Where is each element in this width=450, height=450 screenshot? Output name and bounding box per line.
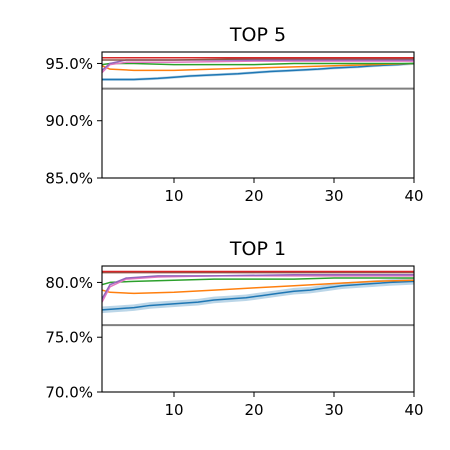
x-tick-label: 40 <box>404 401 423 419</box>
y-tick-label: 95.0% <box>45 55 93 73</box>
x-tick-label: 30 <box>324 187 343 205</box>
series-6-line <box>102 58 414 61</box>
series-5-line <box>102 274 414 300</box>
x-tick-label: 30 <box>324 401 343 419</box>
chart-panel-2: TOP 1 10 20 30 40 70.0% 75.0% 80.0% <box>45 238 423 419</box>
y-tick-label: 70.0% <box>45 384 93 402</box>
series-4-line <box>102 275 414 303</box>
plot-area <box>102 270 414 327</box>
axes-frame <box>101 51 415 179</box>
y-tick-label: 80.0% <box>45 274 93 292</box>
chart-title: TOP 1 <box>229 238 286 260</box>
x-tick-label: 40 <box>404 187 423 205</box>
series-2-line <box>102 279 414 295</box>
series-2-line <box>102 62 414 72</box>
series-4-line <box>102 60 414 74</box>
x-tick-label: 10 <box>164 187 183 205</box>
series-1-line <box>102 280 414 311</box>
chart-title: TOP 5 <box>229 24 286 46</box>
y-tick-label: 90.0% <box>45 112 93 130</box>
chart-panel-1: TOP 5 10 20 30 40 85.0% 90.0% 95.0% <box>45 24 423 205</box>
plot-area <box>102 56 414 90</box>
x-tick-label: 20 <box>244 401 263 419</box>
x-tick-label: 20 <box>244 187 263 205</box>
x-tick-label: 10 <box>164 401 183 419</box>
y-tick-label: 75.0% <box>45 329 93 347</box>
axes-frame <box>101 265 415 393</box>
series-1-line <box>102 62 414 81</box>
y-tick-label: 85.0% <box>45 170 93 188</box>
